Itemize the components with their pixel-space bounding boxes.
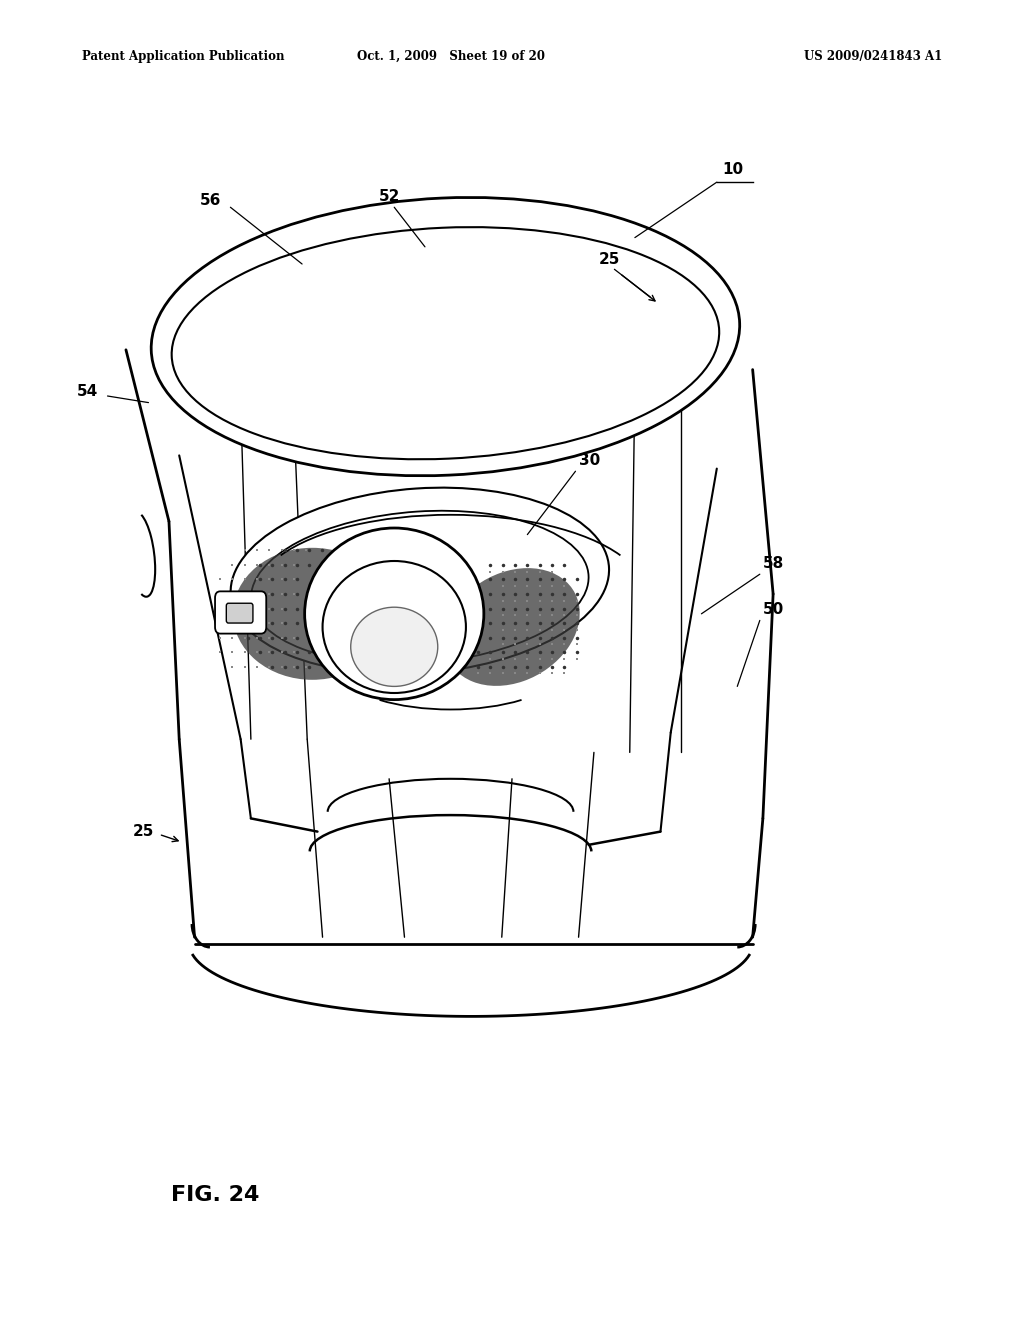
Ellipse shape — [152, 198, 739, 475]
Text: 56: 56 — [200, 193, 221, 207]
Ellipse shape — [172, 227, 719, 459]
Text: 52: 52 — [379, 189, 400, 203]
Text: 30: 30 — [579, 453, 600, 467]
Ellipse shape — [232, 548, 391, 680]
FancyBboxPatch shape — [226, 603, 253, 623]
Ellipse shape — [251, 511, 589, 664]
Ellipse shape — [328, 565, 461, 689]
Ellipse shape — [309, 531, 479, 697]
Text: 10: 10 — [722, 162, 743, 177]
Text: Oct. 1, 2009   Sheet 19 of 20: Oct. 1, 2009 Sheet 19 of 20 — [356, 50, 545, 63]
Ellipse shape — [353, 610, 435, 682]
Text: 25: 25 — [599, 252, 621, 267]
Text: 58: 58 — [763, 556, 784, 570]
Text: FIG. 24: FIG. 24 — [171, 1184, 259, 1205]
Ellipse shape — [350, 607, 438, 686]
Text: Patent Application Publication: Patent Application Publication — [82, 50, 285, 63]
Text: US 2009/0241843 A1: US 2009/0241843 A1 — [804, 50, 942, 63]
Text: 54: 54 — [77, 384, 98, 399]
Text: 25: 25 — [133, 824, 155, 838]
Ellipse shape — [305, 528, 484, 700]
Text: 50: 50 — [763, 602, 784, 616]
Ellipse shape — [305, 528, 484, 700]
Ellipse shape — [323, 561, 466, 693]
Ellipse shape — [444, 568, 580, 686]
Ellipse shape — [230, 487, 609, 675]
FancyBboxPatch shape — [215, 591, 266, 634]
